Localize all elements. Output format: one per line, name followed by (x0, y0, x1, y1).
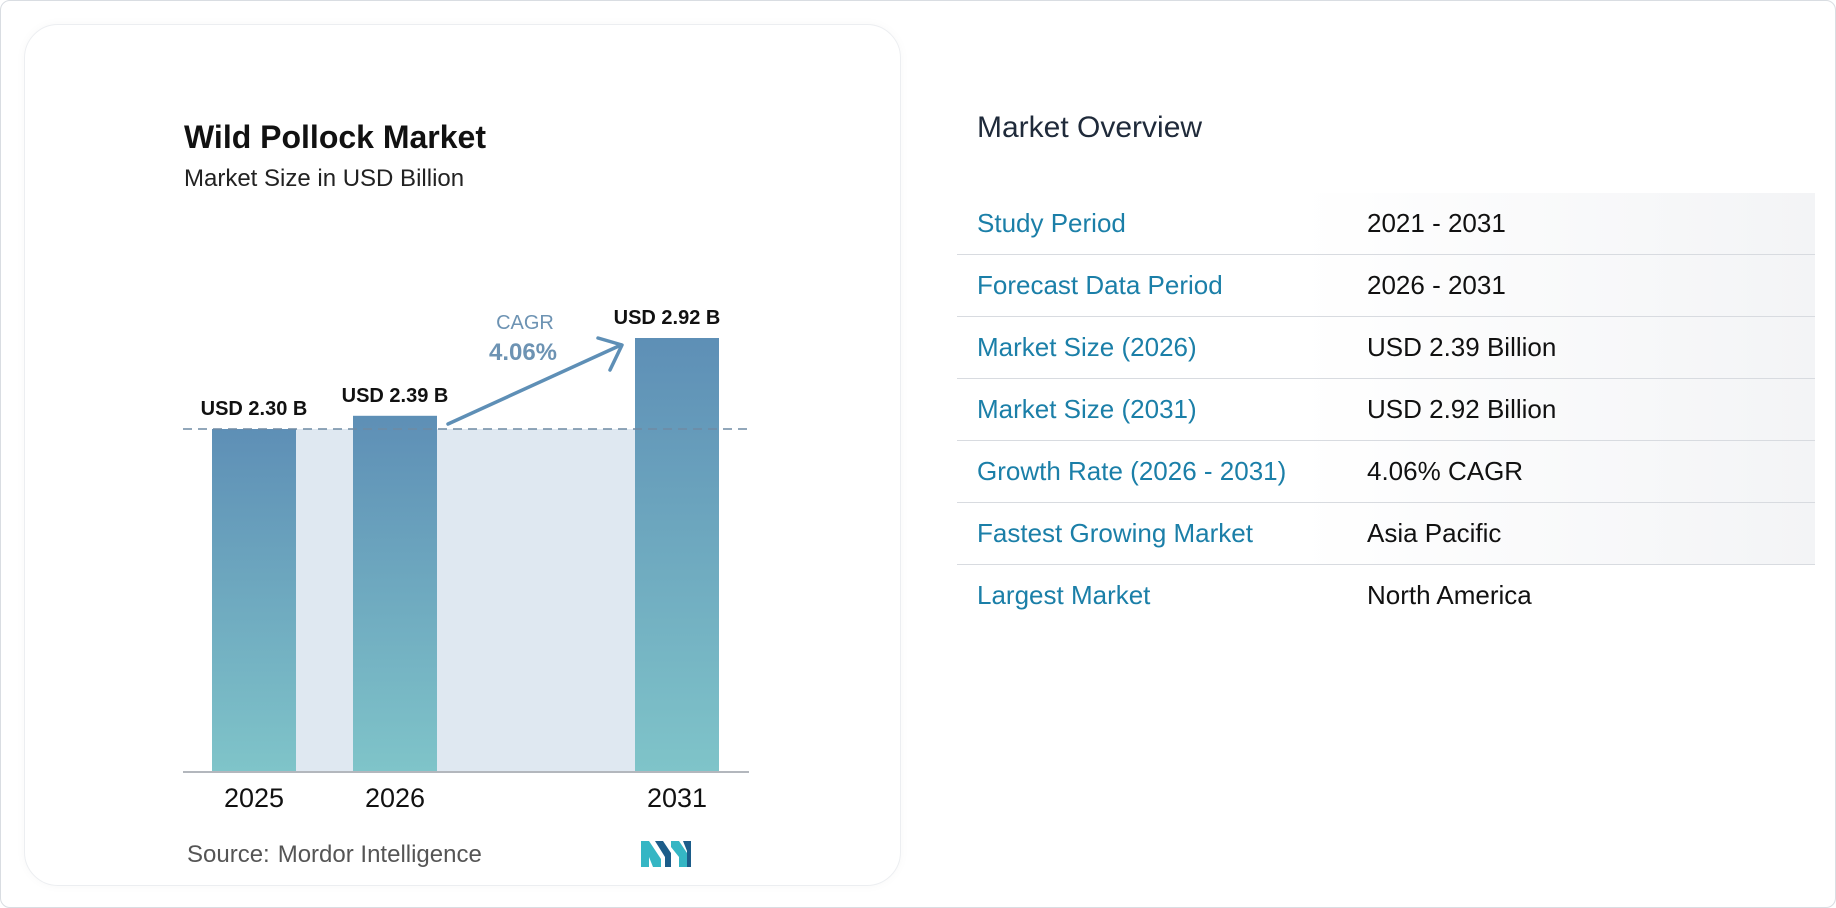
logo-part-mid (655, 841, 671, 867)
overview-row-market-size-2031: Market Size (2031) USD 2.92 Billion (957, 379, 1815, 441)
x-tick-label-2031: 2031 (647, 783, 707, 813)
overview-value: 2021 - 2031 (1367, 208, 1506, 238)
overview-value: 4.06% CAGR (1367, 456, 1524, 486)
value-label-2026: USD 2.39 B (342, 385, 449, 407)
overview-table: Study Period 2021 - 2031 Forecast Data P… (957, 193, 1815, 626)
overview-row-study-period: Study Period 2021 - 2031 (957, 193, 1815, 255)
overview-title: Market Overview (977, 111, 1203, 144)
mordor-logo-icon (641, 841, 691, 867)
bar-2025 (212, 429, 296, 771)
cagr-label: CAGR (496, 312, 554, 334)
overview-label: Growth Rate (2026 - 2031) (977, 456, 1287, 486)
overview-row-forecast-period: Forecast Data Period 2026 - 2031 (957, 255, 1815, 317)
cagr-arrow-shaft (446, 343, 623, 426)
overview-value: Asia Pacific (1367, 518, 1502, 548)
overview-row-market-size-2026: Market Size (2026) USD 2.39 Billion (957, 317, 1815, 379)
overview-value: USD 2.39 Billion (1367, 332, 1557, 362)
overview-row-fastest-growing: Fastest Growing Market Asia Pacific (957, 503, 1815, 565)
overview-value: North America (1367, 580, 1532, 610)
overview-label: Forecast Data Period (977, 270, 1223, 300)
overview-row-largest-market: Largest Market North America (957, 565, 1815, 626)
chart-title: Wild Pollock Market (184, 119, 486, 155)
overview-row-growth-rate: Growth Rate (2026 - 2031) 4.06% CAGR (957, 441, 1815, 503)
x-tick-label-2025: 2025 (224, 783, 284, 813)
overview-label: Largest Market (977, 580, 1151, 610)
overview-label: Fastest Growing Market (977, 518, 1253, 548)
source-label: Source: (187, 841, 270, 868)
cagr-arrow-head (596, 336, 624, 372)
overview-label: Market Size (2031) (977, 394, 1197, 424)
bar-2026 (353, 415, 437, 771)
bar-2031 (635, 338, 719, 771)
overview-label: Market Size (2026) (977, 332, 1197, 362)
x-tick-label-2026: 2026 (365, 783, 425, 813)
overview-label: Study Period (977, 208, 1126, 238)
bar-chart: USD 2.30 B USD 2.39 B USD 2.92 B 2025 2026 20… (183, 307, 753, 813)
source-name: Mordor Intelligence (277, 841, 482, 868)
value-label-2031: USD 2.92 B (614, 307, 721, 329)
logo-part-edge (683, 841, 691, 867)
overview-value: USD 2.92 Billion (1367, 394, 1557, 424)
overview-value: 2026 - 2031 (1367, 270, 1506, 300)
growth-band (212, 429, 719, 771)
cagr-value: 4.06% (489, 339, 557, 366)
chart-subtitle: Market Size in USD Billion (184, 165, 465, 192)
value-label-2025: USD 2.30 B (201, 398, 308, 420)
logo-part-left (641, 841, 661, 867)
logo-part-right (671, 841, 687, 867)
source-line: Source: Mordor Intelligence (187, 841, 482, 869)
